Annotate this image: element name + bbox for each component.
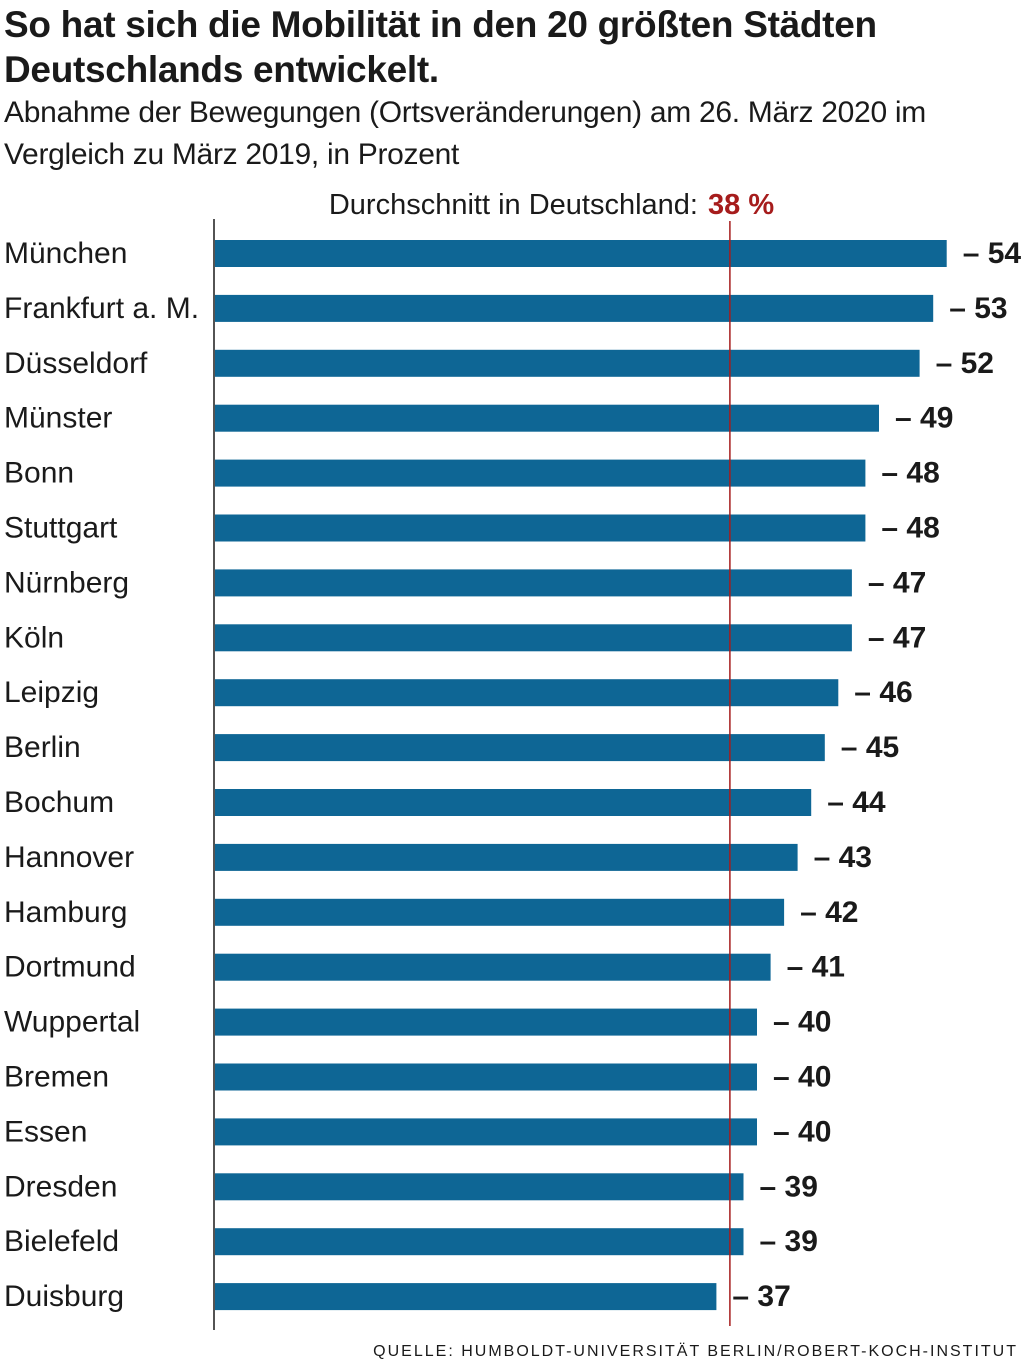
- category-label: Wuppertal: [4, 1006, 140, 1039]
- category-label: Berlin: [4, 731, 81, 764]
- average-value: 38 %: [708, 189, 774, 221]
- category-label: Frankfurt a. M.: [4, 292, 199, 325]
- value-label: – 39: [760, 1170, 818, 1203]
- bar: [215, 953, 771, 981]
- bar: [215, 898, 785, 926]
- bar: [215, 569, 852, 597]
- chart-title: So hat sich die Mobilität in den 20 größ…: [4, 4, 877, 90]
- value-label: – 37: [732, 1280, 790, 1313]
- value-label: – 45: [841, 731, 899, 764]
- value-label: – 39: [760, 1225, 818, 1258]
- value-label: – 47: [868, 621, 926, 654]
- bar: [215, 1283, 717, 1311]
- value-label: – 48: [881, 457, 939, 490]
- category-label: Essen: [4, 1115, 87, 1148]
- category-label: Bremen: [4, 1061, 109, 1094]
- value-label: – 40: [773, 1115, 831, 1148]
- category-label: Dortmund: [4, 951, 136, 984]
- value-label: – 41: [787, 951, 845, 984]
- bar: [215, 624, 852, 652]
- bar: [215, 404, 879, 432]
- category-label: Bielefeld: [4, 1225, 119, 1258]
- category-label: München: [4, 237, 127, 270]
- value-label: – 40: [773, 1061, 831, 1094]
- value-label: – 49: [895, 402, 953, 435]
- bar: [215, 459, 866, 487]
- bar: [215, 1063, 757, 1091]
- value-label: – 46: [854, 676, 912, 709]
- bars-group: München – 54 Frankfurt a. M. – 53 Düsseldorf…: [4, 237, 1021, 1313]
- value-label: – 44: [827, 786, 886, 819]
- bar: [215, 1228, 744, 1256]
- bar: [215, 679, 839, 707]
- category-label: Hamburg: [4, 896, 127, 929]
- value-label: – 53: [949, 292, 1007, 325]
- category-label: Münster: [4, 402, 112, 435]
- value-label: – 48: [881, 512, 939, 545]
- bar: [215, 1173, 744, 1201]
- source-note: QUELLE: HUMBOLDT-UNIVERSITÄT BERLIN/ROBE…: [373, 1343, 1018, 1360]
- value-label: – 54: [963, 237, 1022, 270]
- category-label: Köln: [4, 621, 64, 654]
- bar: [215, 1008, 757, 1036]
- value-label: – 40: [773, 1006, 831, 1039]
- value-label: – 42: [800, 896, 858, 929]
- category-label: Hannover: [4, 841, 134, 874]
- bar: [215, 789, 812, 816]
- bar: [215, 1118, 757, 1146]
- bar: [215, 514, 866, 542]
- average-label: Durchschnitt in Deutschland:: [329, 189, 698, 221]
- category-label: Duisburg: [4, 1280, 124, 1313]
- category-label: Düsseldorf: [4, 347, 148, 380]
- category-label: Bochum: [4, 786, 114, 819]
- category-label: Dresden: [4, 1170, 117, 1203]
- chart-subtitle: Abnahme der Bewegungen (Ortsveränderunge…: [4, 96, 926, 171]
- bar: [215, 349, 920, 377]
- bar: [215, 240, 947, 267]
- category-label: Bonn: [4, 457, 74, 490]
- value-label: – 47: [868, 566, 926, 599]
- value-label: – 43: [814, 841, 872, 874]
- value-label: – 52: [936, 347, 994, 380]
- bar: [215, 294, 934, 322]
- bar: [215, 734, 825, 762]
- category-label: Nürnberg: [4, 566, 129, 599]
- category-label: Leipzig: [4, 676, 99, 709]
- bar: [215, 843, 798, 871]
- category-label: Stuttgart: [4, 512, 118, 545]
